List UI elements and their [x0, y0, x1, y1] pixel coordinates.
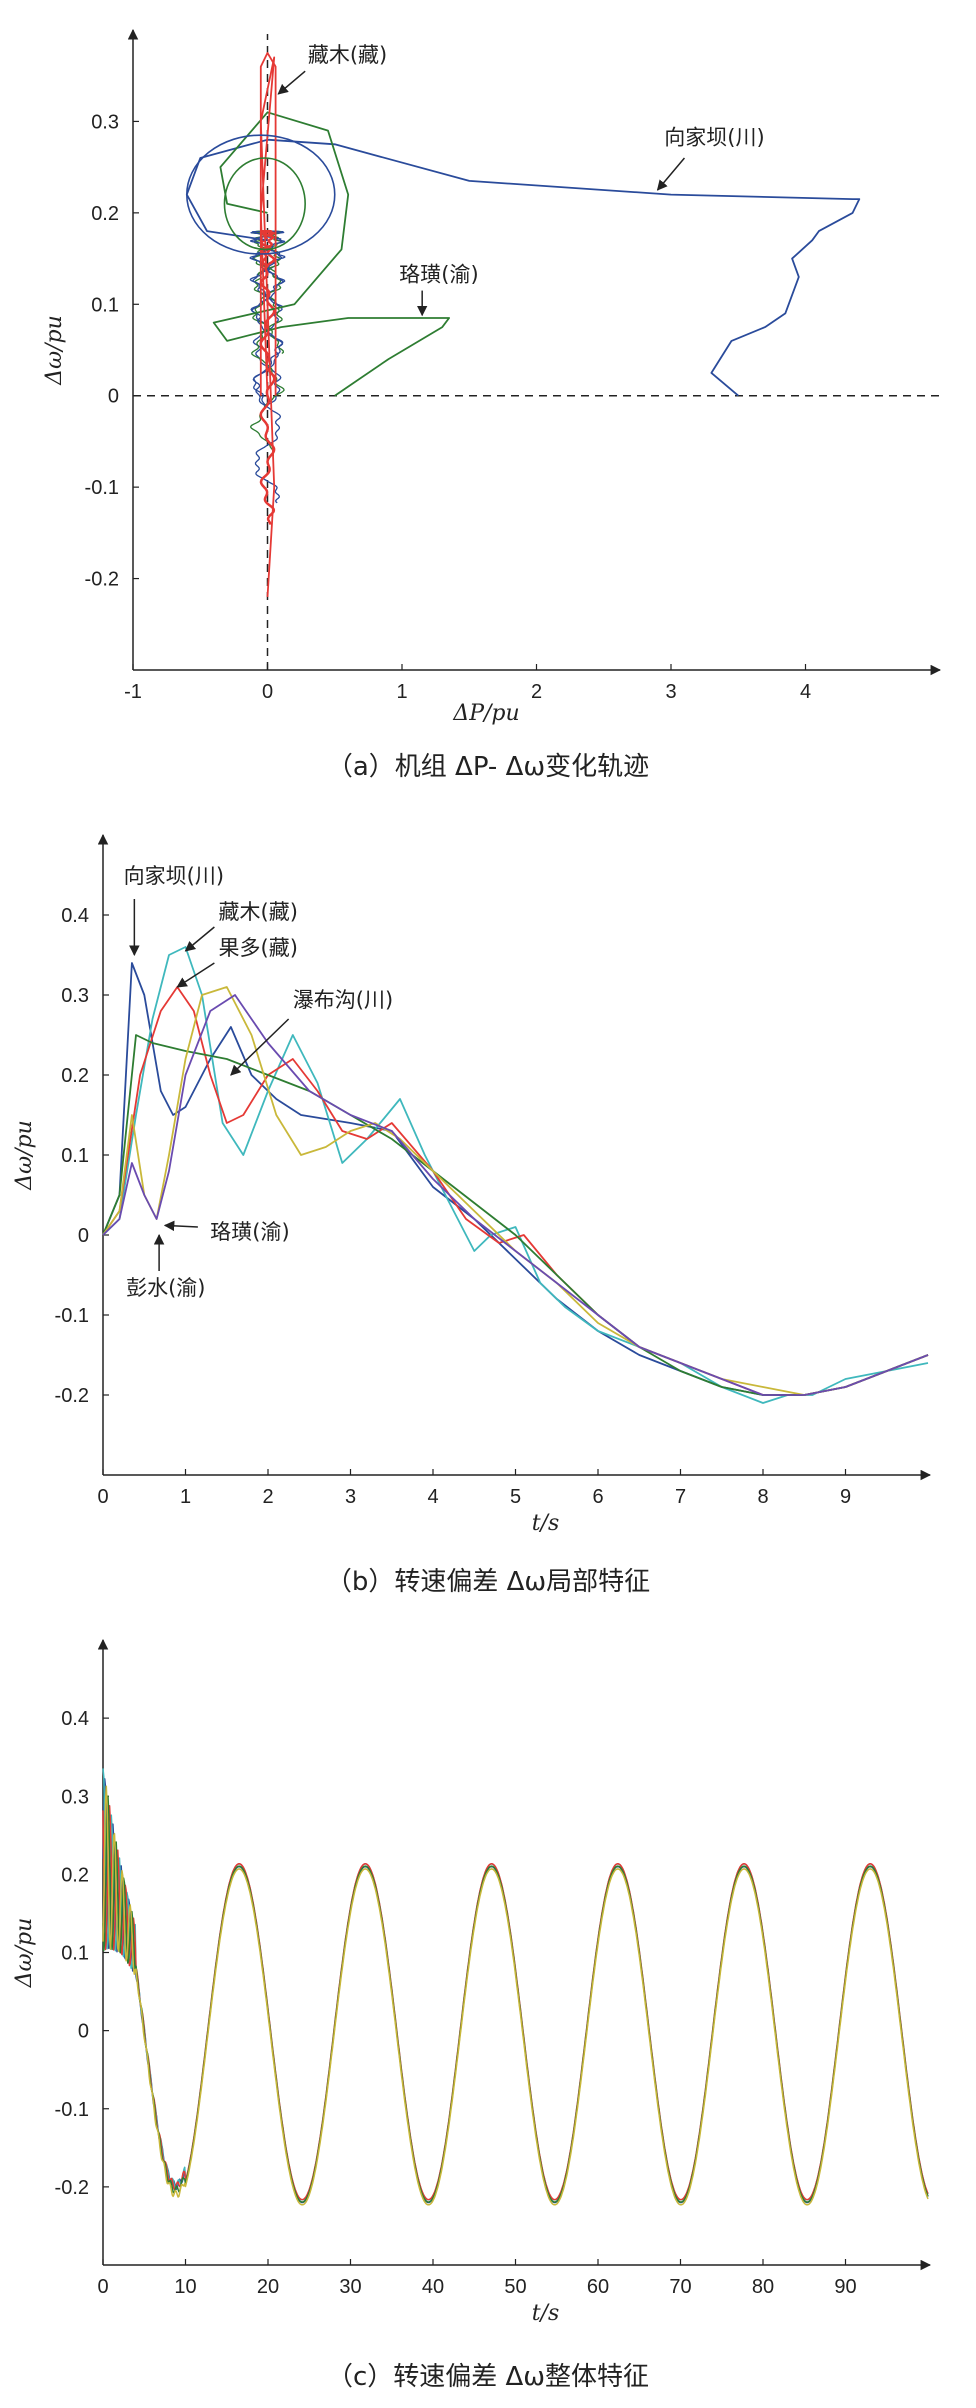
- x-tick-label: 8: [757, 1486, 768, 1508]
- y-axis-label: Δω/pu: [12, 1120, 37, 1191]
- figure-caption: （b）转速偏差 Δω局部特征: [326, 1567, 650, 1597]
- x-tick-label: 3: [345, 1486, 356, 1508]
- y-tick-label: -0.2: [85, 569, 119, 591]
- series-line: [212, 111, 451, 397]
- x-tick-label: 9: [840, 1486, 851, 1508]
- x-tick-label: 7: [675, 1486, 686, 1508]
- annotation-label: 藏木(藏): [308, 43, 387, 67]
- chart-panel-a: -1 0 1 2 3 4 -0.2 -0.1 0 0.1 0.2 0.3 ΔP/pu Δω/pu （a）机组…: [42, 28, 942, 782]
- x-tick-label: 70: [669, 2276, 691, 2298]
- y-tick-label: 0.3: [61, 985, 89, 1007]
- annotation-arrow: [163, 1220, 198, 1232]
- series-line: [102, 1805, 929, 2201]
- y-tick-label: 0.1: [91, 294, 119, 316]
- y-tick-label: -0.1: [55, 1305, 89, 1327]
- y-tick-label: 0.2: [91, 203, 119, 225]
- figure-caption: （c）转速偏差 Δω整体特征: [327, 2362, 649, 2392]
- x-tick-label: 20: [257, 2276, 279, 2298]
- x-tick-label: 4: [800, 681, 811, 703]
- figure-caption: （a）机组 ΔP- Δω变化轨迹: [327, 752, 649, 782]
- series-line: [102, 962, 929, 1396]
- series-line-zangmu-spike: [259, 52, 277, 396]
- series-line: [102, 1034, 929, 1396]
- annotation-arrow: [656, 157, 686, 191]
- y-tick-label: 0: [78, 2021, 89, 2043]
- x-axis-label: ΔP/pu: [452, 701, 519, 726]
- annotation-label: 珞璜(渝): [210, 1220, 289, 1244]
- trajectory-loop: [223, 157, 306, 251]
- x-tick-label: 0: [97, 1486, 108, 1508]
- annotation-arrow: [176, 962, 215, 988]
- y-tick-label: 0.3: [91, 111, 119, 133]
- annotation-label: 向家坝(川): [124, 864, 224, 888]
- annotation-label: 珞璜(渝): [399, 262, 478, 286]
- y-tick-label: 0.1: [61, 1943, 89, 1965]
- y-tick-label: 0.4: [61, 905, 89, 927]
- y-tick-label: 0.1: [61, 1145, 89, 1167]
- series-line: [102, 986, 929, 1396]
- series-line: [102, 1768, 929, 2201]
- x-tick-label: 90: [834, 2276, 856, 2298]
- chart-panel-b: 0 1 2 3 4 5 6 7 8 9 -0.2 -0.1 0 0.1 0.2 0.3 0.4 t/s Δω/pu （…: [12, 833, 932, 1597]
- x-tick-label: 6: [592, 1486, 603, 1508]
- series-line: [259, 56, 276, 597]
- series-line: [102, 1778, 929, 2204]
- series-line: [102, 1785, 929, 2206]
- y-tick-label: -0.1: [55, 2099, 89, 2121]
- y-tick-label: 0.2: [61, 1864, 89, 1886]
- y-tick-label: -0.2: [55, 2177, 89, 2199]
- x-tick-label: 50: [504, 2276, 526, 2298]
- x-tick-label: 80: [752, 2276, 774, 2298]
- annotation-arrow: [230, 1018, 290, 1076]
- annotation-label: 瀑布沟(川): [293, 988, 393, 1012]
- x-axis-label: t/s: [532, 1511, 560, 1536]
- x-tick-label: 10: [174, 2276, 196, 2298]
- annotation-label: 彭水(渝): [126, 1276, 205, 1300]
- series-line: [102, 994, 929, 1396]
- y-tick-label: 0.2: [61, 1065, 89, 1087]
- x-axis-label: t/s: [532, 2301, 560, 2326]
- y-axis-label: Δω/pu: [12, 1918, 37, 1989]
- x-tick-label: 3: [665, 681, 676, 703]
- x-tick-label: 1: [396, 681, 407, 703]
- annotation-arrow: [184, 926, 215, 952]
- y-tick-label: -0.1: [85, 477, 119, 499]
- x-tick-label: 2: [531, 681, 542, 703]
- series-line: [102, 986, 929, 1396]
- chart-panel-c: 0 10 20 30 40 50 60 70 80 90 -0.2 -0.1 0 0.1 0.2 0.3 0.4…: [12, 1638, 932, 2392]
- annotation-label: 藏木(藏): [219, 900, 298, 924]
- x-tick-label: -1: [124, 681, 142, 703]
- x-tick-label: 5: [510, 1486, 521, 1508]
- trajectory-loop: [185, 134, 336, 255]
- x-tick-label: 0: [262, 681, 273, 703]
- y-axis-label: Δω/pu: [42, 315, 67, 386]
- x-tick-label: 60: [587, 2276, 609, 2298]
- series-line: [185, 138, 861, 397]
- x-tick-label: 2: [262, 1486, 273, 1508]
- x-tick-label: 0: [97, 2276, 108, 2298]
- x-tick-label: 4: [427, 1486, 438, 1508]
- y-tick-label: 0: [78, 1225, 89, 1247]
- annotation-label: 向家坝(川): [664, 125, 764, 149]
- y-tick-label: -0.2: [55, 1385, 89, 1407]
- y-tick-label: 0.4: [61, 1708, 89, 1730]
- series-line: [102, 1795, 929, 2203]
- series-line: [102, 946, 929, 1404]
- x-tick-label: 30: [339, 2276, 361, 2298]
- y-tick-label: 0.3: [61, 1786, 89, 1808]
- x-tick-label: 1: [180, 1486, 191, 1508]
- annotation-arrow: [277, 70, 306, 95]
- y-tick-label: 0: [108, 386, 119, 408]
- x-tick-label: 40: [422, 2276, 444, 2298]
- annotation-label: 果多(藏): [219, 936, 298, 960]
